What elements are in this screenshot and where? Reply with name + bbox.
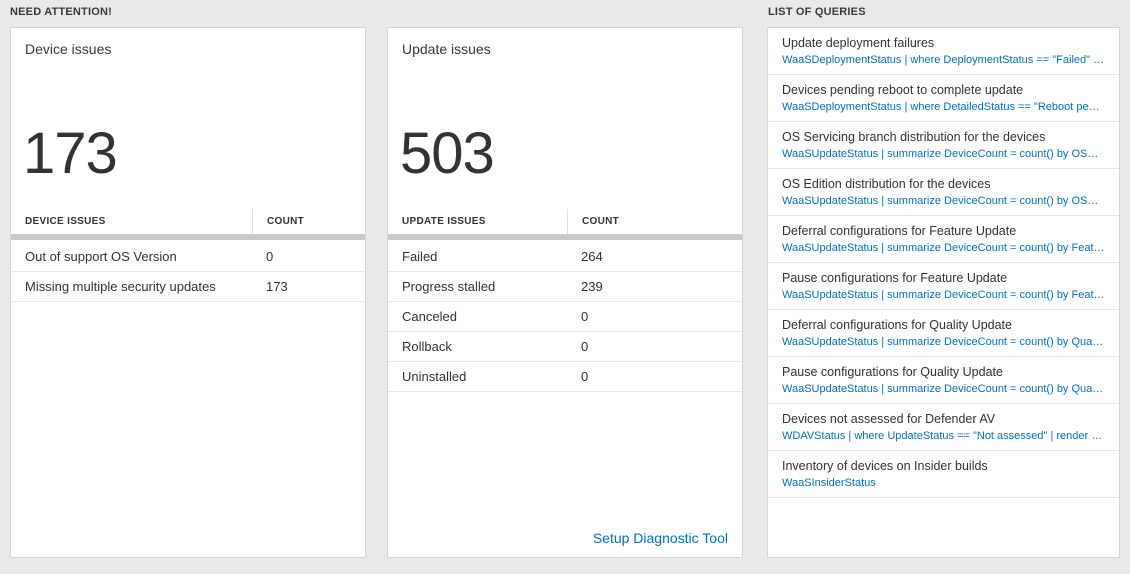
table-horizontal-scrollbar[interactable] (11, 235, 365, 240)
row-label: Failed (402, 249, 438, 264)
query-text: WaaSDeploymentStatus | where DeploymentS… (782, 54, 1105, 66)
row-count: 0 (581, 309, 589, 324)
row-label: Canceled (402, 309, 457, 324)
query-title: Pause configurations for Quality Update (782, 365, 1003, 379)
query-text: WaaSUpdateStatus | summarize DeviceCount… (782, 383, 1105, 395)
query-item[interactable]: Inventory of devices on Insider builds W… (768, 451, 1119, 498)
column-header-count: COUNT (567, 209, 742, 234)
row-count: 173 (266, 279, 288, 294)
need-attention-header: NEED ATTENTION! (10, 6, 112, 18)
setup-diagnostic-tool-link[interactable]: Setup Diagnostic Tool (592, 530, 728, 546)
query-text: WDAVStatus | where UpdateStatus == "Not … (782, 430, 1105, 442)
query-item[interactable]: Update deployment failures WaaSDeploymen… (768, 28, 1119, 75)
update-issues-title: Update issues (402, 41, 491, 57)
update-issues-total: 503 (400, 121, 495, 186)
update-issues-table: UPDATE ISSUES COUNT Failed 264 Progress … (388, 209, 742, 392)
query-title: Devices not assessed for Defender AV (782, 412, 996, 426)
list-of-queries-card: Update deployment failures WaaSDeploymen… (767, 27, 1120, 558)
list-of-queries-header: LIST OF QUERIES (768, 6, 866, 18)
row-count: 239 (581, 279, 603, 294)
row-label: Progress stalled (402, 279, 496, 294)
table-header-row: UPDATE ISSUES COUNT (388, 209, 742, 235)
table-row[interactable]: Missing multiple security updates 173 (11, 272, 365, 302)
query-text: WaaSDeploymentStatus | where DetailedSta… (782, 101, 1105, 113)
query-item[interactable]: Devices pending reboot to complete updat… (768, 75, 1119, 122)
query-item[interactable]: Devices not assessed for Defender AV WDA… (768, 404, 1119, 451)
row-label: Out of support OS Version (25, 249, 177, 264)
query-title: OS Servicing branch distribution for the… (782, 130, 1046, 144)
row-label: Missing multiple security updates (25, 279, 216, 294)
query-item[interactable]: OS Edition distribution for the devices … (768, 169, 1119, 216)
device-issues-tile[interactable]: Device issues 173 (11, 28, 365, 209)
update-issues-tile[interactable]: Update issues 503 (388, 28, 742, 209)
device-issues-total: 173 (23, 121, 118, 186)
query-text: WaaSUpdateStatus | summarize DeviceCount… (782, 148, 1105, 160)
query-title: Inventory of devices on Insider builds (782, 459, 988, 473)
row-count: 0 (581, 339, 589, 354)
device-issues-table: DEVICE ISSUES COUNT Out of support OS Ve… (11, 209, 365, 302)
column-header-count: COUNT (252, 209, 365, 234)
column-header-update-issues: UPDATE ISSUES (402, 216, 486, 227)
query-title: OS Edition distribution for the devices (782, 177, 991, 191)
table-row[interactable]: Progress stalled 239 (388, 272, 742, 302)
row-label: Rollback (402, 339, 452, 354)
query-item[interactable]: Deferral configurations for Quality Upda… (768, 310, 1119, 357)
row-count: 0 (266, 249, 274, 264)
row-count: 264 (581, 249, 603, 264)
query-title: Deferral configurations for Quality Upda… (782, 318, 1012, 332)
table-row[interactable]: Canceled 0 (388, 302, 742, 332)
query-item[interactable]: OS Servicing branch distribution for the… (768, 122, 1119, 169)
query-item[interactable]: Pause configurations for Feature Update … (768, 263, 1119, 310)
query-text: WaaSInsiderStatus (782, 477, 876, 489)
query-item[interactable]: Deferral configurations for Feature Upda… (768, 216, 1119, 263)
device-issues-title: Device issues (25, 41, 112, 57)
table-header-row: DEVICE ISSUES COUNT (11, 209, 365, 235)
query-text: WaaSUpdateStatus | summarize DeviceCount… (782, 336, 1105, 348)
query-title: Deferral configurations for Feature Upda… (782, 224, 1017, 238)
row-label: Uninstalled (402, 369, 467, 384)
query-title: Pause configurations for Feature Update (782, 271, 1008, 285)
table-row[interactable]: Uninstalled 0 (388, 362, 742, 392)
table-row[interactable]: Out of support OS Version 0 (11, 242, 365, 272)
query-text: WaaSUpdateStatus | summarize DeviceCount… (782, 289, 1105, 301)
table-horizontal-scrollbar[interactable] (388, 235, 742, 240)
table-row[interactable]: Rollback 0 (388, 332, 742, 362)
table-row[interactable]: Failed 264 (388, 242, 742, 272)
device-issues-card: Device issues 173 DEVICE ISSUES COUNT Ou… (10, 27, 366, 558)
query-title: Devices pending reboot to complete updat… (782, 83, 1024, 97)
row-count: 0 (581, 369, 589, 384)
query-text: WaaSUpdateStatus | summarize DeviceCount… (782, 195, 1105, 207)
query-text: WaaSUpdateStatus | summarize DeviceCount… (782, 242, 1105, 254)
update-issues-card: Update issues 503 UPDATE ISSUES COUNT Fa… (387, 27, 743, 558)
column-header-device-issues: DEVICE ISSUES (25, 216, 106, 227)
query-title: Update deployment failures (782, 36, 935, 50)
query-item[interactable]: Pause configurations for Quality Update … (768, 357, 1119, 404)
